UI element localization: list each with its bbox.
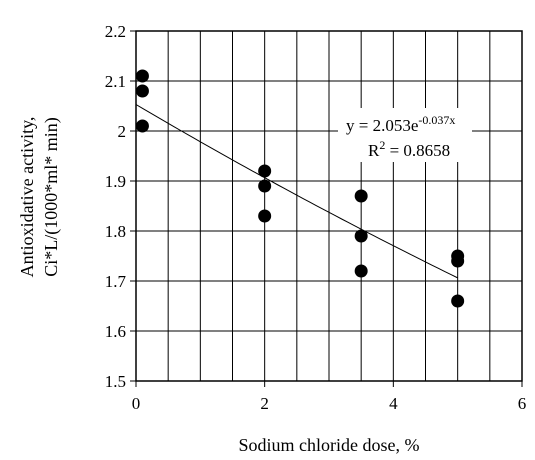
data-points	[135, 69, 465, 308]
data-point	[135, 84, 149, 98]
x-axis-label: Sodium chloride dose, %	[239, 435, 420, 455]
data-point	[258, 164, 272, 178]
equation-box: y = 2.053e-0.037x R2 = 0.8658	[338, 108, 472, 162]
grid-lines	[135, 30, 523, 382]
x-tick-label: 0	[132, 394, 141, 413]
data-point	[451, 294, 465, 308]
y-tick-label: 1.7	[105, 272, 127, 291]
x-tick-label: 4	[389, 394, 398, 413]
plot-frame	[130, 30, 523, 387]
trendline-group	[135, 104, 458, 279]
equation-background	[338, 108, 472, 162]
y-axis-label-line-2: Ci*L/(1000*ml* min)	[41, 117, 62, 277]
r-squared-text: R2 = 0.8658	[368, 138, 450, 160]
x-tick-label: 6	[518, 394, 527, 413]
y-tick-label: 2	[118, 122, 127, 141]
equation-text: y = 2.053e-0.037x	[346, 113, 455, 135]
y-axis-label-line-1: Antioxidative activity,	[17, 117, 37, 278]
y-tick-label: 2.1	[105, 72, 126, 91]
y-tick-label: 2.2	[105, 22, 126, 41]
data-point	[258, 179, 272, 193]
data-point	[354, 264, 368, 278]
y-tick-labels: 1.5 1.6 1.7 1.8 1.9 2 2.1 2.2	[105, 22, 127, 391]
plot-border	[135, 30, 523, 382]
y-tick-label: 1.9	[105, 172, 126, 191]
x-tick-label: 2	[260, 394, 269, 413]
y-tick-label: 1.6	[105, 322, 126, 341]
data-point	[135, 119, 149, 133]
data-point	[354, 229, 368, 243]
data-point	[258, 209, 272, 223]
data-point	[135, 69, 149, 83]
trendline	[135, 104, 458, 279]
y-axis-label: Antioxidative activity, Ci*L/(1000*ml* m…	[17, 117, 62, 278]
x-tick-labels: 0 2 4 6	[132, 394, 527, 413]
data-point	[354, 189, 368, 203]
y-tick-label: 1.5	[105, 372, 126, 391]
y-tick-label: 1.8	[105, 222, 126, 241]
data-point	[451, 254, 465, 268]
